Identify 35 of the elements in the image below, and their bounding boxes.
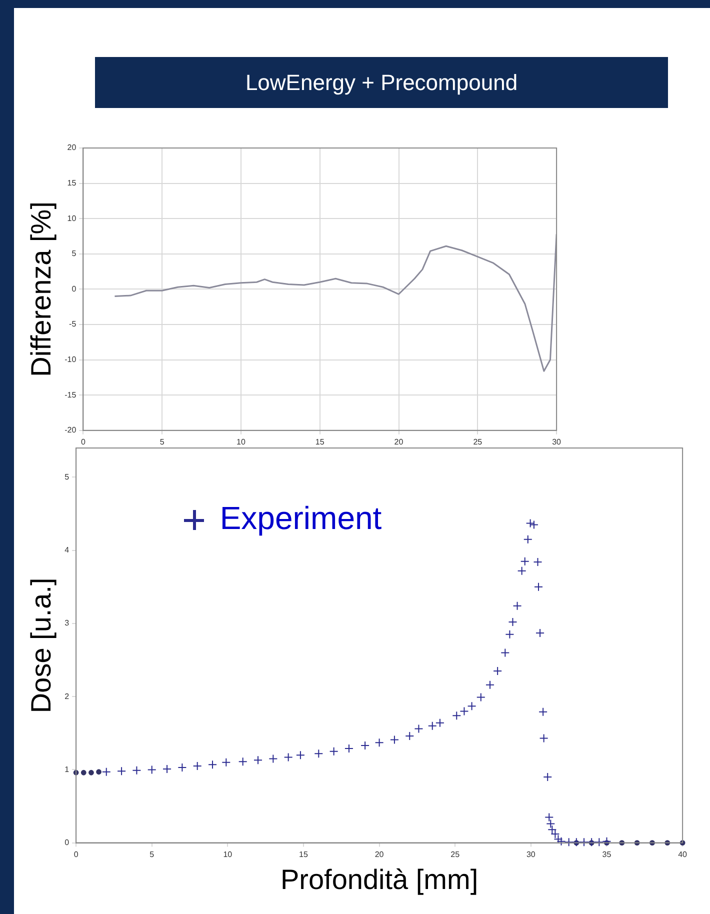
y-tick-label: 20 — [67, 143, 77, 152]
y-tick-label: 4 — [64, 546, 70, 555]
x-tick-label: 5 — [150, 850, 155, 859]
y-tick-label: 0 — [72, 284, 77, 294]
y-axis-title: Differenza [%] — [26, 202, 57, 377]
x-tick-label: 5 — [160, 437, 165, 446]
y-tick-label: -15 — [64, 390, 77, 400]
x-tick-label: 30 — [552, 437, 562, 446]
y-tick-label: 3 — [64, 618, 70, 628]
y-tick-label: 2 — [64, 692, 70, 701]
x-tick-label: 25 — [473, 437, 483, 446]
x-tick-label: 25 — [450, 850, 460, 859]
x-tick-label: 15 — [299, 850, 308, 859]
x-tick-label: 20 — [374, 850, 384, 859]
y-tick-label: -10 — [64, 355, 77, 364]
x-tick-label: 20 — [394, 437, 404, 446]
y-tick-label: -20 — [64, 426, 77, 435]
x-tick-label: 30 — [526, 850, 536, 859]
y-tick-label: 15 — [67, 178, 77, 188]
y-tick-label: 0 — [64, 838, 70, 848]
legend-label: Experiment — [220, 500, 382, 536]
y-tick-label: 10 — [67, 214, 77, 223]
x-tick-label: 10 — [236, 437, 246, 446]
x-tick-label: 15 — [315, 437, 325, 446]
x-tick-label: 10 — [223, 850, 233, 859]
y-tick-label: -5 — [69, 320, 77, 329]
y-tick-label: 5 — [64, 472, 70, 482]
y-axis-title: Dose [u.a.] — [26, 578, 57, 714]
y-tick-label: 5 — [72, 249, 77, 258]
x-tick-label: 40 — [678, 850, 688, 859]
x-axis-title: Profondità [mm] — [280, 864, 478, 895]
x-tick-label: 0 — [80, 437, 86, 446]
chart-title: LowEnergy + Precompound — [95, 57, 668, 108]
y-tick-label: 1 — [64, 764, 70, 774]
x-tick-label: 35 — [602, 850, 612, 859]
